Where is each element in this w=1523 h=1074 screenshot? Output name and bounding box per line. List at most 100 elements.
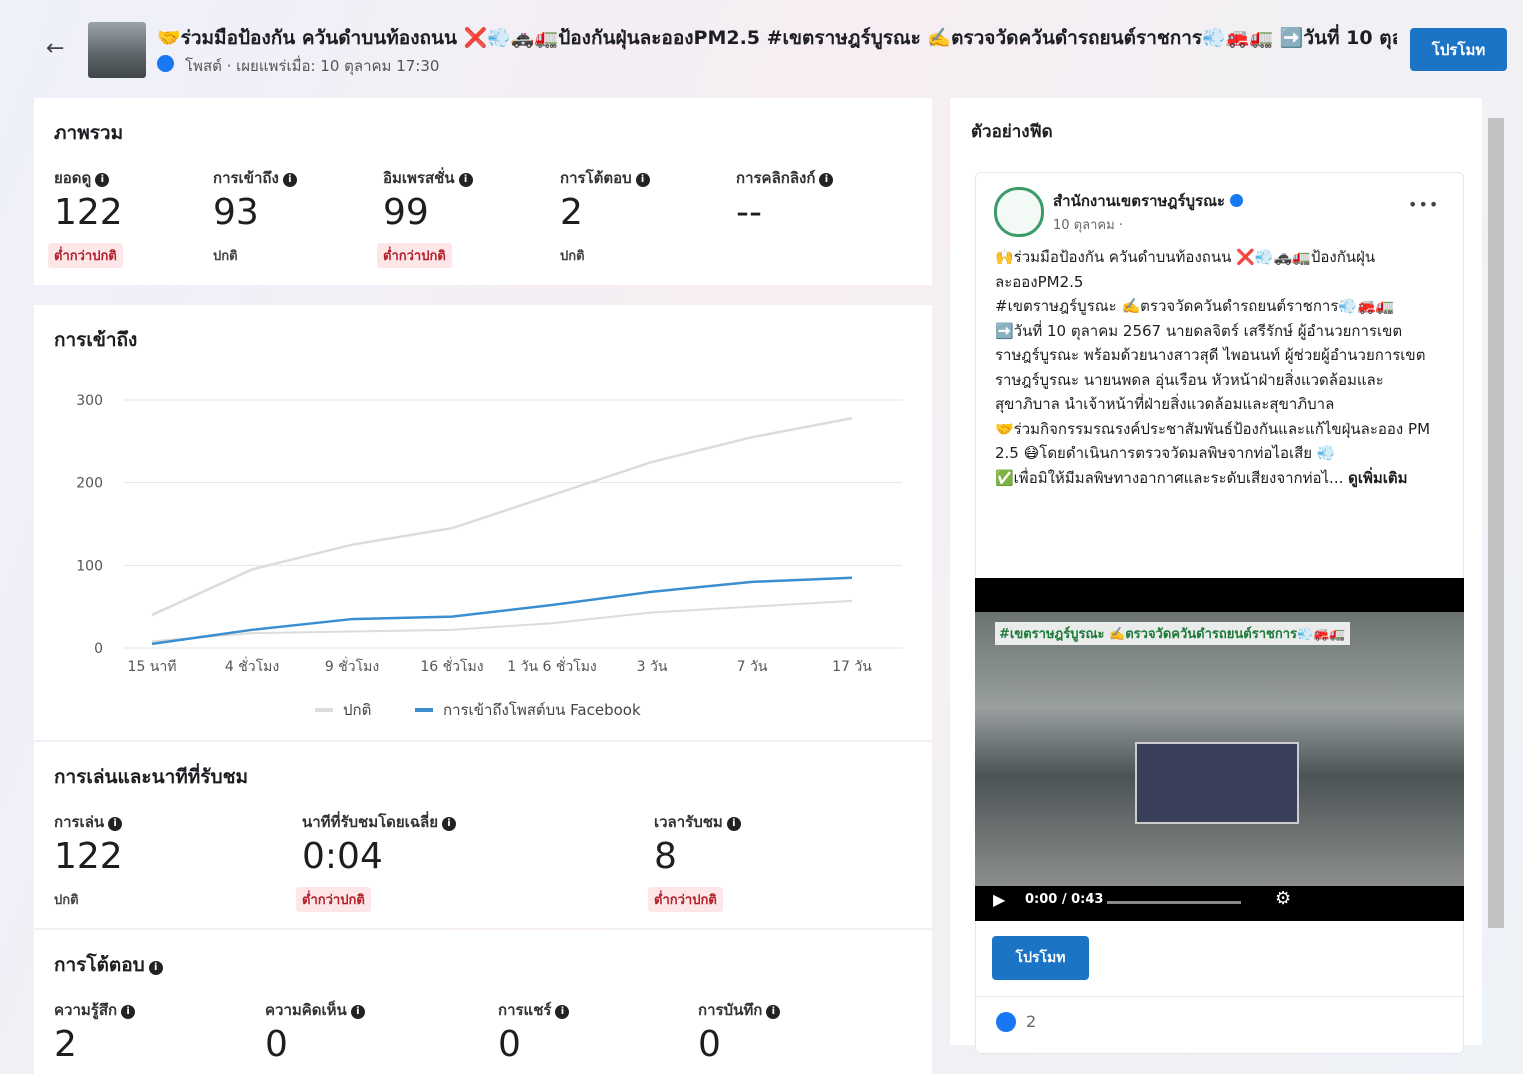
- scrollbar-thumb[interactable]: [1488, 118, 1504, 928]
- metric-value: 0: [498, 1024, 521, 1065]
- x-tick-label: 9 ชั่วโมง: [325, 657, 379, 675]
- x-tick-label: 16 ชั่วโมง: [420, 657, 483, 675]
- more-menu[interactable]: •••: [1408, 195, 1440, 214]
- y-tick-label: 300: [76, 393, 103, 409]
- info-icon: i: [555, 1005, 570, 1019]
- overview-card: ภาพรวม ยอดดู i 122 ต่ำกว่าปกติ การเข้าถึง i 93…: [34, 98, 932, 285]
- metric-value: 0: [698, 1024, 721, 1065]
- post-paragraph: 🙌ร่วมมือป้องกัน ควันดำบนท้องถนน ❌💨🚓🚛ป้อง…: [995, 248, 1376, 291]
- post-text: 🙌ร่วมมือป้องกัน ควันดำบนท้องถนน ❌💨🚓🚛ป้อง…: [995, 245, 1440, 490]
- post-card: สำนักงานเขตราษฎร์บูรณะ 10 ตุลาคม · ••• 🙌…: [975, 172, 1464, 1054]
- metric-value: 0: [265, 1024, 288, 1065]
- metric-label: นาทีที่รับชมโดยเฉลี่ย i: [302, 810, 457, 834]
- video-time: 0:00 / 0:43: [1025, 892, 1104, 907]
- metric-label-text: การแชร์: [498, 1001, 552, 1019]
- legend-label: ปกติ: [343, 701, 371, 719]
- info-icon: i: [819, 173, 834, 187]
- metric-label-text: การคลิกลิงก์: [736, 169, 816, 187]
- play-button[interactable]: ▶: [993, 890, 1006, 909]
- post-thumbnail: [88, 22, 146, 78]
- info-icon: i: [766, 1005, 781, 1019]
- metric-status: ปกติ: [54, 893, 79, 908]
- metric-label: การเข้าถึง i: [213, 166, 297, 190]
- series-line: [151, 576, 853, 646]
- video-caption: #เขตราษฎร์บูรณะ ✍️ตรวจวัดควันดำรถยนต์ราช…: [995, 622, 1350, 645]
- metric-label: การโต้ตอบ i: [560, 166, 650, 190]
- metric-label-text: ความคิดเห็น: [265, 1001, 347, 1019]
- divider: [976, 996, 1463, 997]
- page-name-text[interactable]: สำนักงานเขตราษฎร์บูรณะ: [1053, 192, 1226, 210]
- x-tick-label: 4 ชั่วโมง: [225, 657, 279, 675]
- post-paragraph: ✅เพื่อมิให้มีมลพิษทางอากาศและระดับเสียงจ…: [995, 468, 1408, 487]
- metric-value: 122: [54, 192, 123, 233]
- x-tick-label: 17 วัน: [832, 659, 872, 675]
- page-name: สำนักงานเขตราษฎร์บูรณะ: [1053, 189, 1244, 213]
- promote-button[interactable]: โปรโมท: [992, 936, 1089, 980]
- feed-preview-panel: ตัวอย่างฟีด สำนักงานเขตราษฎร์บูรณะ 10 ตุ…: [950, 98, 1482, 1054]
- metric-status: ต่ำกว่าปกติ: [296, 887, 371, 912]
- reach-chart: 0 100 200 300 15 นาที 4 ชั่วโมง 9 ชั่วโมง 16 ชั…: [76, 393, 902, 719]
- metric-label: การแชร์ i: [498, 998, 570, 1022]
- metric-label-text: นาทีที่รับชมโดยเฉลี่ย: [302, 813, 439, 831]
- metric-label-text: การเข้าถึง: [213, 169, 279, 187]
- metric-label: ยอดดู i: [54, 166, 110, 190]
- playback-card: การเล่นและนาทีที่รับชม การเล่น i 122 ปกติ นา…: [34, 742, 932, 928]
- y-tick-label: 100: [76, 558, 103, 574]
- verified-badge: [1230, 194, 1244, 207]
- see-more[interactable]: ดูเพิ่มเติม: [1348, 468, 1408, 487]
- info-icon: i: [95, 173, 110, 187]
- like-icon: [996, 1012, 1016, 1032]
- metric-label: การเล่น i: [54, 810, 123, 834]
- metric-label: อิมเพรสชั่น i: [383, 166, 473, 190]
- post-title: 🤝ร่วมมือป้องกัน ควันดำบนท้องถนน ❌💨🚓🚛ป้อง…: [157, 27, 1397, 49]
- video-banner: [1135, 742, 1299, 824]
- metric-status: ต่ำกว่าปกติ: [377, 243, 452, 268]
- interactions-card: การโต้ตอบ i ความรู้สึก i 2 ความคิดเห็น i 0 การแ…: [34, 930, 932, 1074]
- metric-label: ความคิดเห็น i: [265, 998, 365, 1022]
- metric-label-text: การเล่น: [54, 813, 105, 831]
- y-tick-label: 0: [94, 641, 103, 657]
- y-tick-label: 200: [76, 476, 103, 492]
- reach-card: การเข้าถึง 0 100 200 300 15 นาที 4 ชั่วโมง 9 ช…: [34, 305, 932, 740]
- x-tick-label: 15 นาที: [128, 659, 177, 675]
- metric-status: ปกติ: [560, 249, 585, 264]
- info-icon: i: [442, 817, 457, 831]
- metric-label-text: ยอดดู: [54, 169, 92, 187]
- metric-value: 2: [560, 192, 583, 233]
- video-player: #เขตราษฎร์บูรณะ ✍️ตรวจวัดควันดำรถยนต์ราช…: [975, 578, 1464, 921]
- progress-bar[interactable]: [1107, 901, 1241, 904]
- metric-label-text: อิมเพรสชั่น: [383, 169, 455, 187]
- info-icon: i: [635, 173, 650, 187]
- promote-button[interactable]: โปรโมท: [1410, 28, 1507, 71]
- post-subtitle: โพสต์ · เผยแพร่เมื่อ: 10 ตุลาคม 17:30: [185, 57, 440, 75]
- section-title: การเข้าถึง: [54, 329, 138, 351]
- post-paragraph: #เขตราษฎร์บูรณะ ✍️ตรวจวัดควันดำรถยนต์ราช…: [995, 297, 1395, 315]
- metric-value: 99: [383, 192, 429, 233]
- metric-label: ความรู้สึก i: [54, 998, 136, 1022]
- metric-label-text: ความรู้สึก: [54, 1001, 118, 1019]
- settings-icon[interactable]: ⚙: [1275, 888, 1292, 909]
- info-icon[interactable]: i: [148, 961, 163, 975]
- metric-value: 0:04: [302, 836, 383, 877]
- info-icon: i: [282, 173, 297, 187]
- x-tick-label: 1 วัน 6 ชั่วโมง: [507, 657, 597, 675]
- back-button[interactable]: ←: [46, 36, 65, 61]
- section-title: การโต้ตอบ i: [54, 950, 163, 980]
- metric-value: 122: [54, 836, 123, 877]
- metric-label-text: การบันทึก: [698, 1001, 763, 1019]
- metric-status: ต่ำกว่าปกติ: [648, 887, 723, 912]
- info-icon: i: [350, 1005, 365, 1019]
- metric-value: 93: [213, 192, 259, 233]
- metric-label: การคลิกลิงก์ i: [736, 166, 834, 190]
- legend-label: การเข้าถึงโพสต์บน Facebook: [443, 701, 641, 719]
- facebook-icon: [157, 55, 174, 72]
- metric-label-text: การโต้ตอบ: [560, 169, 632, 187]
- x-tick-label: 3 วัน: [637, 659, 668, 675]
- metric-label-text: เวลารับชม: [654, 813, 723, 831]
- metric-value: --: [736, 192, 762, 233]
- info-icon: i: [108, 817, 123, 831]
- video-frame: #เขตราษฎร์บูรณะ ✍️ตรวจวัดควันดำรถยนต์ราช…: [975, 612, 1464, 886]
- post-date: 10 ตุลาคม ·: [1053, 218, 1123, 233]
- section-title: ภาพรวม: [54, 122, 124, 144]
